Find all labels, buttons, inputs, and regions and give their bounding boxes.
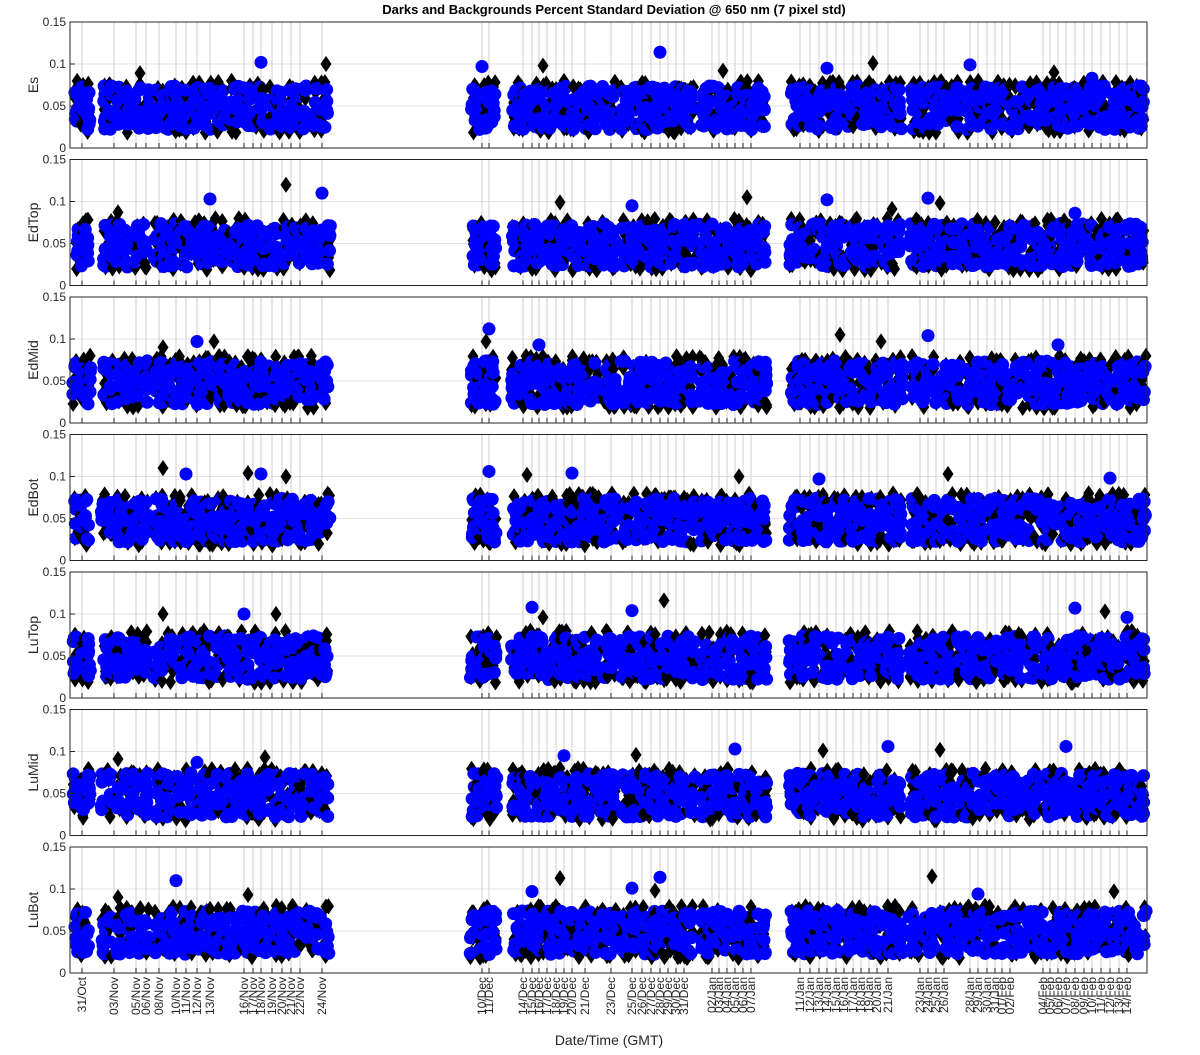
background-point (141, 396, 154, 409)
background-point-outlier (1069, 207, 1082, 220)
y-tick-label: 0.1 (49, 195, 66, 209)
background-point (323, 229, 336, 242)
background-point (757, 225, 770, 238)
background-point (318, 392, 331, 405)
background-point-outlier (1086, 72, 1099, 85)
background-point (813, 217, 826, 230)
panels: 00.050.10.15Es00.050.10.15EdTop00.050.10… (25, 15, 1153, 980)
background-point (892, 100, 905, 113)
background-point (84, 373, 97, 386)
background-point-outlier (204, 192, 217, 205)
background-point (760, 369, 773, 382)
background-point (683, 121, 696, 134)
background-point-outlier (476, 60, 489, 73)
background-point (759, 256, 772, 269)
background-point-outlier (316, 187, 329, 200)
background-point (890, 238, 903, 251)
background-point (320, 83, 333, 96)
background-point (323, 244, 336, 257)
background-point-outlier (626, 199, 639, 212)
background-point (81, 388, 94, 401)
background-point-outlier (654, 46, 667, 59)
background-point (180, 260, 193, 273)
y-tick-label: 0.05 (43, 237, 67, 251)
background-point (1134, 245, 1147, 258)
background-point (318, 380, 331, 393)
background-point (1134, 221, 1147, 234)
y-axis-label: Es (25, 77, 41, 93)
background-point (297, 122, 310, 135)
y-tick-label: 0.15 (43, 153, 67, 167)
y-tick-label: 0.05 (43, 99, 67, 113)
background-point (80, 92, 93, 105)
background-point-outlier (922, 192, 935, 205)
background-point (827, 237, 840, 250)
background-point (318, 103, 331, 116)
background-point (487, 220, 500, 233)
background-point (813, 119, 826, 132)
background-point (489, 395, 502, 408)
background-point (759, 356, 772, 369)
background-point (755, 103, 768, 116)
background-point (84, 361, 97, 374)
background-point-outlier (821, 62, 834, 75)
background-point (486, 258, 499, 271)
background-point-outlier (821, 193, 834, 206)
background-point (893, 83, 906, 96)
background-point (319, 355, 332, 368)
background-point (1014, 240, 1027, 253)
y-tick-label: 0.15 (43, 15, 67, 29)
background-point (318, 121, 331, 134)
chart-title: Darks and Backgrounds Percent Standard D… (382, 2, 845, 17)
background-point (615, 355, 628, 368)
background-point (665, 257, 678, 270)
background-point (216, 84, 229, 97)
background-point (685, 87, 698, 100)
background-point (758, 120, 771, 133)
background-point (756, 85, 769, 98)
background-point-outlier (255, 56, 268, 69)
y-tick-label: 0.1 (49, 57, 66, 71)
background-point (1134, 79, 1147, 92)
background-point (588, 357, 601, 370)
background-point (486, 380, 499, 393)
background-point (488, 110, 501, 123)
background-point (83, 113, 96, 126)
y-axis-label: EdTop (25, 202, 41, 242)
background-point (137, 218, 150, 231)
background-point (606, 260, 619, 273)
background-point (758, 242, 771, 255)
background-point (81, 247, 94, 260)
background-point (486, 355, 499, 368)
background-point (895, 122, 908, 135)
background-point-outlier (964, 58, 977, 71)
background-point (488, 239, 501, 252)
background-point (488, 88, 501, 101)
background-point (321, 258, 334, 271)
background-point (589, 122, 602, 135)
